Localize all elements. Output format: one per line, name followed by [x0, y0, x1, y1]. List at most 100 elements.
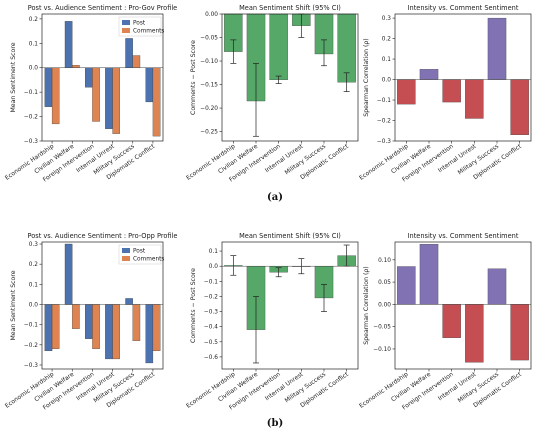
- y-tick-label: −0.3: [377, 139, 391, 145]
- legend-label: Post: [133, 21, 146, 27]
- bar-correlation: [442, 304, 461, 338]
- chart-title: Mean Sentiment Shift (95% CI): [239, 4, 341, 12]
- bar-correlation: [397, 79, 416, 105]
- bar-comments: [152, 304, 161, 352]
- bar-correlation: [465, 304, 484, 363]
- y-axis-label: Spearman Correlation (ρ): [363, 38, 370, 116]
- y-tick-label: 0.1: [209, 249, 219, 255]
- chart-b-2: Mean Sentiment Shift (95% CI) −0.6 −0.5 −0.…: [185, 232, 359, 411]
- panel-label-a: (a): [267, 192, 283, 203]
- y-tick-label: 0.2: [29, 262, 39, 268]
- plot-frame: [221, 13, 359, 142]
- bar-post: [85, 304, 93, 339]
- bar-correlation: [487, 17, 507, 80]
- chart-title: Post vs. Audience Sentiment : Pro-Opp Pr…: [28, 232, 178, 240]
- y-tick-label: −0.25: [200, 130, 218, 136]
- bar-post: [105, 304, 113, 360]
- legend-swatch: [122, 20, 130, 25]
- y-axis-label: Comments − Post Score: [190, 268, 197, 343]
- y-tick-label: 0.3: [29, 242, 39, 248]
- y-axis-label: Mean Sentiment Score: [10, 270, 17, 340]
- y-axis-label: Spearman Correlation (ρ): [363, 266, 370, 344]
- legend-label: Post: [133, 249, 146, 255]
- chart-b-1: Post vs. Audience Sentiment : Pro-Opp Pr…: [4, 232, 178, 411]
- y-tick-label: 0.0: [29, 66, 39, 72]
- bar-comments: [72, 65, 80, 68]
- y-axis-label: Comments − Post Score: [190, 40, 197, 115]
- panel-label-b: (b): [267, 418, 283, 429]
- legend-swatch: [122, 248, 130, 253]
- chart-title: Post vs. Audience Sentiment : Pro-Gov Pr…: [28, 4, 178, 12]
- bar-correlation: [397, 266, 416, 305]
- y-tick-label: −0.3: [204, 310, 218, 316]
- y-tick-label: −0.2: [204, 294, 218, 300]
- y-tick-label: 0.2: [29, 17, 39, 23]
- y-tick-label: 0.1: [29, 282, 39, 288]
- bar-comments: [132, 304, 141, 341]
- y-tick-label: 0.0: [382, 78, 392, 84]
- legend-label: Comments: [133, 257, 164, 263]
- bar-post: [145, 304, 154, 364]
- bar-comments: [51, 67, 60, 125]
- bar-comments: [92, 67, 100, 122]
- chart-a-2: Mean Sentiment Shift (95% CI) −0.25 −0.20 −…: [185, 4, 359, 183]
- plot-frame: [221, 241, 359, 370]
- plot-frame: [41, 13, 164, 142]
- y-tick-label: −0.05: [373, 325, 391, 331]
- bar-post: [145, 67, 154, 103]
- y-tick-label: −0.6: [204, 355, 218, 361]
- plot-frame: [41, 241, 164, 370]
- legend-swatch: [122, 28, 130, 33]
- legend-label: Comments: [133, 29, 164, 35]
- bar-post: [125, 38, 133, 68]
- y-tick-label: −0.2: [377, 119, 391, 125]
- bar-post: [105, 67, 113, 129]
- y-tick-label: 0.2: [382, 37, 392, 43]
- charts-layer: Post vs. Audience Sentiment : Pro-Gov Pr…: [4, 4, 532, 411]
- plot-frame: [394, 241, 532, 370]
- bar-correlation: [419, 69, 439, 80]
- chart-a-1: Post vs. Audience Sentiment : Pro-Gov Pr…: [4, 4, 177, 183]
- bar-post: [64, 243, 73, 305]
- bar-comments: [152, 67, 161, 137]
- bar-comments: [92, 304, 100, 349]
- bar-correlation: [465, 79, 484, 119]
- y-tick-label: −0.2: [24, 115, 38, 121]
- y-tick-label: 0.1: [29, 41, 39, 47]
- bar-comments: [132, 55, 141, 68]
- y-tick-label: −0.15: [200, 83, 218, 89]
- y-tick-label: 0.05: [378, 280, 391, 286]
- y-tick-label: −0.1: [24, 323, 38, 329]
- bar-post: [44, 304, 53, 352]
- y-tick-label: −0.4: [204, 325, 218, 331]
- y-tick-label: 0.00: [378, 302, 391, 308]
- chart-title: Intensity vs. Comment Sentiment: [408, 4, 519, 12]
- bar-post: [64, 21, 73, 68]
- bar-shift: [269, 13, 288, 81]
- y-tick-label: −0.05: [200, 36, 218, 42]
- bar-comments: [112, 67, 120, 134]
- chart-b-3: Intensity vs. Comment Sentiment −0.10 −0.0…: [358, 232, 532, 411]
- bar-correlation: [510, 79, 529, 136]
- bar-correlation: [510, 304, 529, 361]
- legend-swatch: [122, 256, 130, 261]
- y-tick-label: −0.2: [24, 343, 38, 349]
- y-tick-label: −0.1: [24, 90, 38, 96]
- chart-title: Intensity vs. Comment Sentiment: [408, 232, 519, 240]
- bar-correlation: [442, 79, 461, 103]
- y-tick-label: −0.3: [24, 139, 38, 145]
- bar-post: [44, 67, 53, 107]
- plot-frame: [394, 13, 532, 142]
- bar-comments: [72, 304, 80, 329]
- y-tick-label: 0.1: [382, 57, 392, 63]
- bar-comments: [112, 304, 120, 360]
- y-tick-label: −0.20: [200, 106, 218, 112]
- y-tick-label: −0.10: [200, 59, 218, 65]
- chart-a-3: Intensity vs. Comment Sentiment −0.3 −0.2 −…: [358, 4, 532, 183]
- chart-title: Mean Sentiment Shift (95% CI): [239, 232, 341, 240]
- bar-post: [85, 67, 93, 88]
- y-axis-label: Mean Sentiment Score: [10, 42, 17, 112]
- bar-comments: [51, 304, 60, 349]
- y-tick-label: −0.10: [373, 347, 391, 353]
